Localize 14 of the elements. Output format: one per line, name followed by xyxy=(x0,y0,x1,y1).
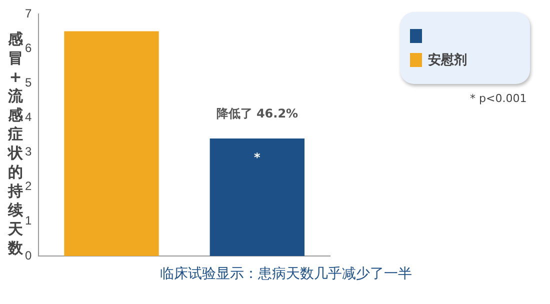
legend-label: 安慰剂 xyxy=(428,52,467,69)
y-tick-label: 4 xyxy=(24,110,32,124)
y-tick-label: 1 xyxy=(24,214,32,228)
y-tick-label: 6 xyxy=(24,40,32,55)
y-tick-label: 0 xyxy=(24,248,32,262)
text: * p<0.001 xyxy=(470,92,527,105)
y-tick-label: 7 xyxy=(24,6,32,20)
annotation: * xyxy=(254,150,262,165)
y-tick-label: 2 xyxy=(24,179,32,194)
annotation: 降低了 46.2% xyxy=(216,106,298,121)
y-tick-label: 5 xyxy=(24,75,32,90)
text: 感冒+流感症状的持续天数 xyxy=(8,30,23,257)
y-tick-label: 3 xyxy=(24,144,32,159)
x-axis-title: 临床试验显示：患病天数几乎减少了一半 xyxy=(160,265,412,283)
